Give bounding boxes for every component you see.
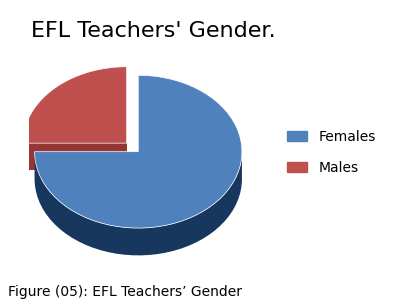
Legend: Females, Males: Females, Males <box>281 125 381 180</box>
Polygon shape <box>35 152 242 255</box>
Text: EFL Teachers' Gender.: EFL Teachers' Gender. <box>31 21 276 41</box>
Polygon shape <box>23 143 127 170</box>
Polygon shape <box>35 152 138 179</box>
Polygon shape <box>23 67 127 143</box>
Text: Figure (05): EFL Teachers’ Gender: Figure (05): EFL Teachers’ Gender <box>8 285 242 299</box>
Polygon shape <box>35 75 242 228</box>
